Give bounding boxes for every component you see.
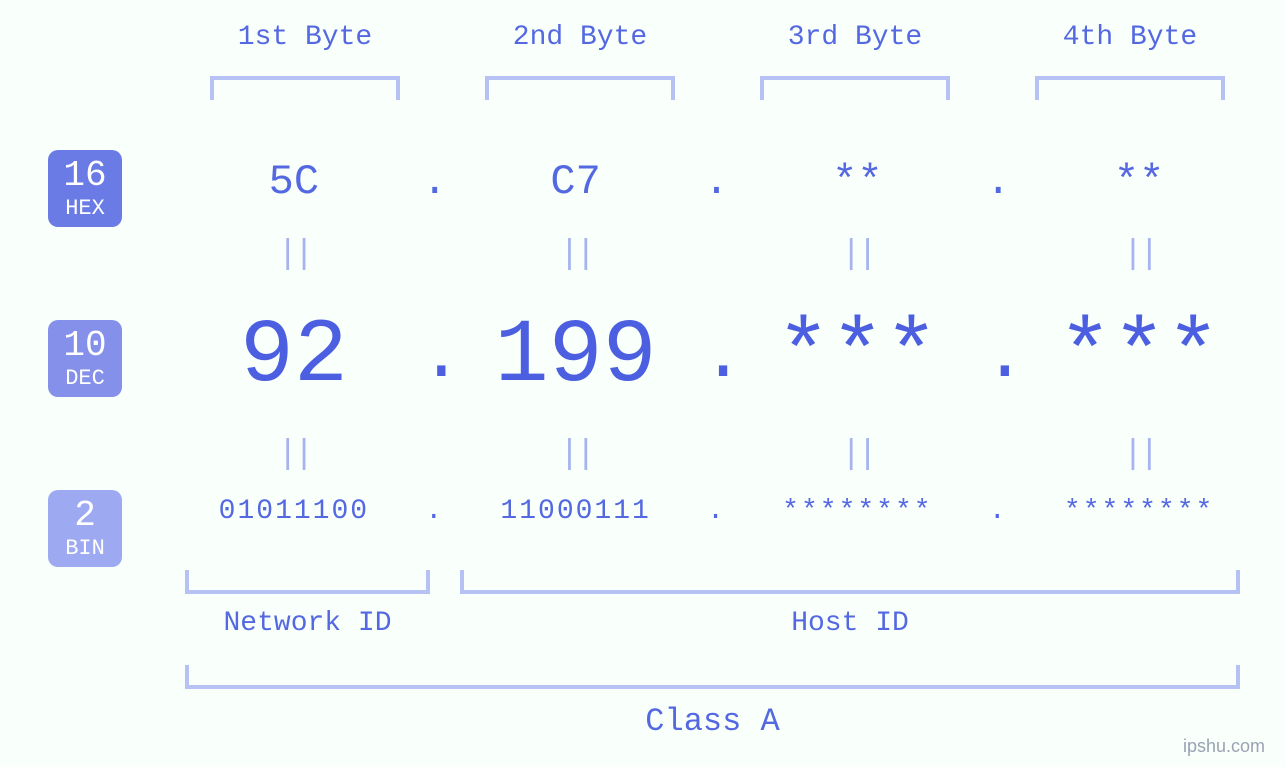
bin-byte-3: ********: [732, 496, 984, 527]
badge-num-dec: 10: [63, 328, 106, 364]
bin-byte-2: 11000111: [450, 496, 702, 527]
watermark: ipshu.com: [1183, 736, 1265, 757]
dec-byte-2: 199: [450, 306, 702, 408]
bin-dot-2: .: [702, 496, 732, 527]
dec-dot-3: .: [983, 316, 1013, 398]
equals-1-2: ||: [450, 236, 702, 274]
hex-dot-3: .: [983, 158, 1013, 206]
equals-2-2: ||: [450, 436, 702, 474]
hex-byte-4: **: [1013, 158, 1265, 206]
hex-byte-1: 5C: [168, 158, 420, 206]
dec-dot-1: .: [420, 316, 450, 398]
bin-byte-1: 01011100: [168, 496, 420, 527]
top-bracket-1: [210, 76, 400, 100]
top-bracket-4: [1035, 76, 1225, 100]
hex-byte-3: **: [732, 158, 984, 206]
badge-label-dec: DEC: [65, 368, 105, 390]
top-bracket-2: [485, 76, 675, 100]
badge-num-hex: 16: [63, 158, 106, 194]
equals-1-1: ||: [168, 236, 420, 274]
equals-2-1: ||: [168, 436, 420, 474]
dec-dot-2: .: [702, 316, 732, 398]
equals-1-4: ||: [1013, 236, 1265, 274]
class-bracket: [185, 665, 1240, 689]
host-id-bracket: [460, 570, 1240, 594]
network-id-bracket: [185, 570, 430, 594]
byte-label-3: 3rd Byte: [760, 22, 950, 53]
byte-label-1: 1st Byte: [210, 22, 400, 53]
bin-row: 01011100 . 11000111 . ******** . *******…: [168, 496, 1265, 527]
dec-byte-3: ***: [732, 306, 984, 408]
badge-label-hex: HEX: [65, 198, 105, 220]
bin-dot-1: .: [420, 496, 450, 527]
badge-label-bin: BIN: [65, 538, 105, 560]
byte-label-4: 4th Byte: [1035, 22, 1225, 53]
equals-2-4: ||: [1013, 436, 1265, 474]
equals-1-3: ||: [732, 236, 984, 274]
hex-dot-1: .: [420, 158, 450, 206]
base-badge-hex: 16 HEX: [48, 150, 122, 227]
network-id-label: Network ID: [185, 608, 430, 639]
dec-byte-4: ***: [1013, 306, 1265, 408]
dec-row: 92 . 199 . *** . ***: [168, 306, 1265, 408]
badge-num-bin: 2: [74, 498, 96, 534]
equals-row-2: || . || . || . ||: [168, 436, 1265, 474]
equals-2-3: ||: [732, 436, 984, 474]
base-badge-bin: 2 BIN: [48, 490, 122, 567]
byte-label-2: 2nd Byte: [485, 22, 675, 53]
top-bracket-3: [760, 76, 950, 100]
class-label: Class A: [185, 703, 1240, 740]
ip-diagram: 1st Byte 2nd Byte 3rd Byte 4th Byte 16 H…: [0, 0, 1285, 767]
base-badge-dec: 10 DEC: [48, 320, 122, 397]
hex-dot-2: .: [702, 158, 732, 206]
dec-byte-1: 92: [168, 306, 420, 408]
hex-byte-2: C7: [450, 158, 702, 206]
bin-byte-4: ********: [1013, 496, 1265, 527]
equals-row-1: || . || . || . ||: [168, 236, 1265, 274]
host-id-label: Host ID: [460, 608, 1240, 639]
hex-row: 5C . C7 . ** . **: [168, 158, 1265, 206]
bin-dot-3: .: [983, 496, 1013, 527]
